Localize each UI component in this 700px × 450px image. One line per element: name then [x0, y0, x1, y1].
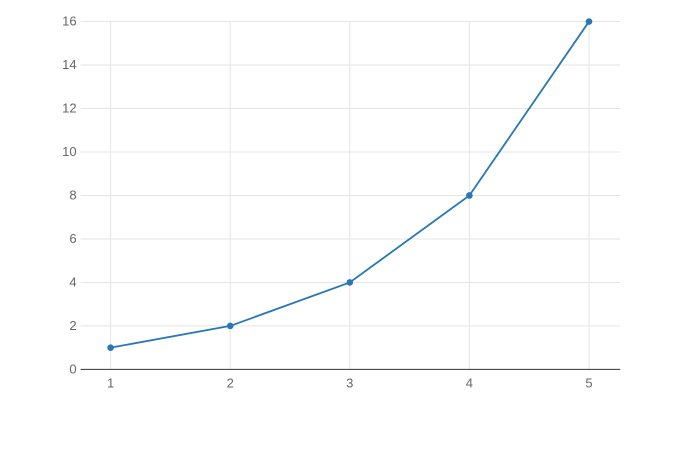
svg-text:12: 12 [62, 101, 76, 116]
svg-text:8: 8 [69, 187, 76, 202]
svg-text:2: 2 [69, 318, 76, 333]
svg-text:0: 0 [69, 361, 76, 376]
svg-text:2: 2 [227, 375, 234, 390]
svg-text:1: 1 [107, 375, 114, 390]
svg-text:10: 10 [62, 144, 76, 159]
svg-text:4: 4 [466, 375, 473, 390]
svg-text:3: 3 [346, 375, 353, 390]
svg-text:6: 6 [69, 231, 76, 246]
svg-text:5: 5 [585, 375, 592, 390]
svg-text:14: 14 [62, 57, 76, 72]
svg-text:16: 16 [62, 14, 76, 29]
svg-text:4: 4 [69, 274, 76, 289]
